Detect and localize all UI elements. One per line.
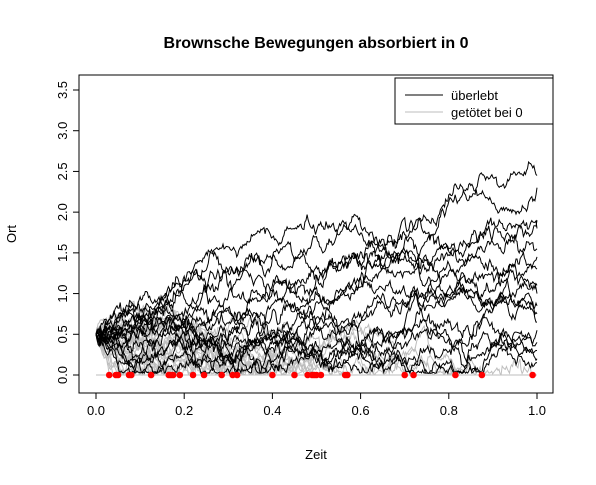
absorption-point bbox=[218, 371, 225, 379]
absorption-point bbox=[317, 371, 325, 379]
absorption-point bbox=[529, 371, 536, 379]
absorption-point bbox=[147, 371, 155, 379]
x-tick-label: 0.2 bbox=[175, 403, 193, 418]
absorption-point bbox=[478, 371, 486, 379]
absorption-point bbox=[189, 371, 197, 379]
x-tick-label: 0.8 bbox=[440, 403, 458, 418]
absorption-point bbox=[176, 371, 184, 379]
y-tick-label: 2.0 bbox=[55, 203, 70, 221]
absorption-point bbox=[200, 371, 208, 379]
survived-path bbox=[95, 256, 538, 346]
absorption-point bbox=[169, 371, 177, 379]
y-axis-title: Ort bbox=[4, 225, 19, 243]
legend: überlebt getötet bei 0 bbox=[394, 77, 554, 125]
x-tick-label: 0.0 bbox=[87, 403, 105, 418]
survived-path bbox=[95, 242, 537, 373]
survived-path bbox=[95, 227, 538, 342]
absorption-point bbox=[344, 371, 351, 379]
chart-title: Brownsche Bewegungen absorbiert in 0 bbox=[164, 35, 469, 52]
x-axis-title: Zeit bbox=[305, 447, 327, 462]
survived-path bbox=[95, 182, 538, 347]
survived-path bbox=[95, 268, 538, 374]
survived-path bbox=[95, 305, 538, 369]
y-tick-label: 2.5 bbox=[55, 162, 70, 180]
y-tick-label: 0.0 bbox=[55, 366, 70, 384]
absorption-point bbox=[127, 371, 135, 379]
absorption-point bbox=[233, 371, 241, 379]
y-axis: 0.0 0.5 1.0 1.5 2.0 2.5 3.0 3.5 bbox=[55, 81, 80, 384]
absorption-point bbox=[114, 371, 122, 379]
absorption-markers bbox=[105, 371, 536, 379]
survived-path bbox=[95, 217, 538, 341]
y-tick-label: 1.0 bbox=[55, 285, 70, 303]
survived-path bbox=[95, 291, 538, 370]
absorption-point bbox=[269, 371, 276, 379]
x-tick-label: 0.4 bbox=[263, 403, 281, 418]
legend-box bbox=[394, 77, 554, 125]
y-tick-label: 1.5 bbox=[55, 244, 70, 262]
x-tick-label: 1.0 bbox=[528, 403, 546, 418]
survived-path bbox=[95, 249, 538, 347]
survived-path bbox=[95, 268, 538, 365]
absorption-point bbox=[105, 371, 113, 379]
absorption-point bbox=[452, 371, 459, 379]
y-tick-label: 3.0 bbox=[55, 122, 70, 140]
x-tick-label: 0.6 bbox=[352, 403, 370, 418]
survived-path bbox=[95, 327, 538, 375]
legend-label-killed: getötet bei 0 bbox=[451, 105, 523, 120]
survived-path bbox=[95, 306, 538, 375]
x-axis: 0.0 0.2 0.4 0.6 0.8 1.0 bbox=[87, 392, 546, 418]
absorption-point bbox=[291, 371, 298, 379]
y-tick-label: 3.5 bbox=[55, 81, 70, 99]
absorption-point bbox=[401, 371, 409, 379]
legend-label-survived: überlebt bbox=[451, 88, 498, 103]
absorption-point bbox=[410, 371, 417, 379]
y-tick-label: 0.5 bbox=[55, 325, 70, 343]
survived-path bbox=[95, 307, 538, 375]
paths-layer bbox=[95, 160, 538, 377]
